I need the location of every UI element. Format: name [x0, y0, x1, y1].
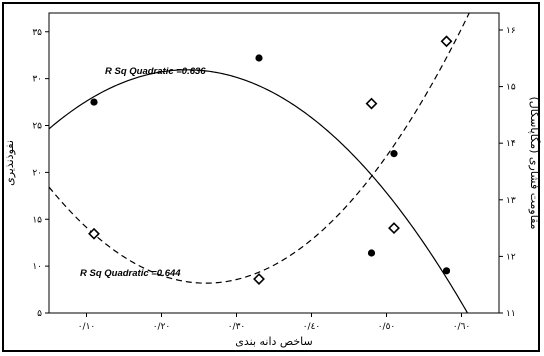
y-left-tick-label: ٣٠	[32, 75, 42, 85]
fit-curves-layer	[49, 13, 470, 313]
y-left-tick-label: ١٠	[32, 262, 42, 272]
x-tick-label: ٠/١٠	[78, 322, 96, 332]
y-left-tick-label: ٣۵	[32, 28, 42, 38]
y-right-tick-label: ١۶	[506, 26, 516, 36]
y-left-tick-label: ٢۵	[32, 122, 42, 132]
ticks-layer: ٠/١٠ ٠/٢٠ ٠/٣٠ ٠/٤٠ ٠/٥٠ ٠/٦٠ ۵ ١٠ ١۵ ٢٠ ٢۵ ٣٠ ٣۵ ١١ ١…	[32, 26, 516, 332]
data-point-diamond	[253, 273, 265, 285]
y-right-tick-label: ١۵	[506, 83, 516, 93]
y-left-tick-label: ۵	[37, 309, 42, 319]
y-left-tick-label: ١۵	[32, 215, 42, 225]
x-axis-title: ساخص دانه بندی	[235, 335, 313, 348]
data-point-circle	[255, 54, 263, 62]
annotation-circles-fit: R Sq Quadratic =0.636	[105, 66, 206, 77]
y-right-tick-label: ١٣	[506, 196, 516, 206]
data-point-diamond	[388, 222, 400, 235]
y-left-tick-label: ٢٠	[32, 168, 42, 178]
y-right-tick-label: ١٢	[506, 252, 516, 262]
data-point-circle	[367, 249, 376, 257]
x-tick-label: ٠/٣٠	[228, 322, 246, 332]
y-right-tick-label: ١١	[506, 309, 516, 319]
x-tick-label: ٠/٢٠	[153, 322, 171, 332]
plot-area	[48, 12, 500, 314]
x-tick-label: ٠/٤٠	[303, 322, 321, 332]
chart-frame	[2, 2, 540, 352]
points-layer	[88, 35, 453, 285]
data-point-diamond	[88, 227, 100, 240]
data-point-circle	[390, 150, 398, 158]
data-point-diamond	[440, 35, 453, 48]
fit-curve-dashed	[49, 13, 470, 284]
data-point-circle	[90, 98, 98, 106]
y-right-axis-title: مقاومت فشاری (مگاپاسکال)	[528, 96, 541, 229]
x-tick-label: ٠/٥٠	[378, 322, 396, 332]
data-point-circle	[442, 267, 451, 275]
x-tick-label: ٠/٦٠	[453, 322, 471, 332]
data-point-diamond	[365, 97, 378, 110]
fit-curve-solid	[49, 69, 469, 313]
y-right-tick-label: ١۴	[506, 139, 516, 149]
y-left-axis-title: نفوذنذیری	[3, 140, 16, 186]
annotation-diamonds-fit: R Sq Quadratic =0.644	[80, 268, 181, 279]
